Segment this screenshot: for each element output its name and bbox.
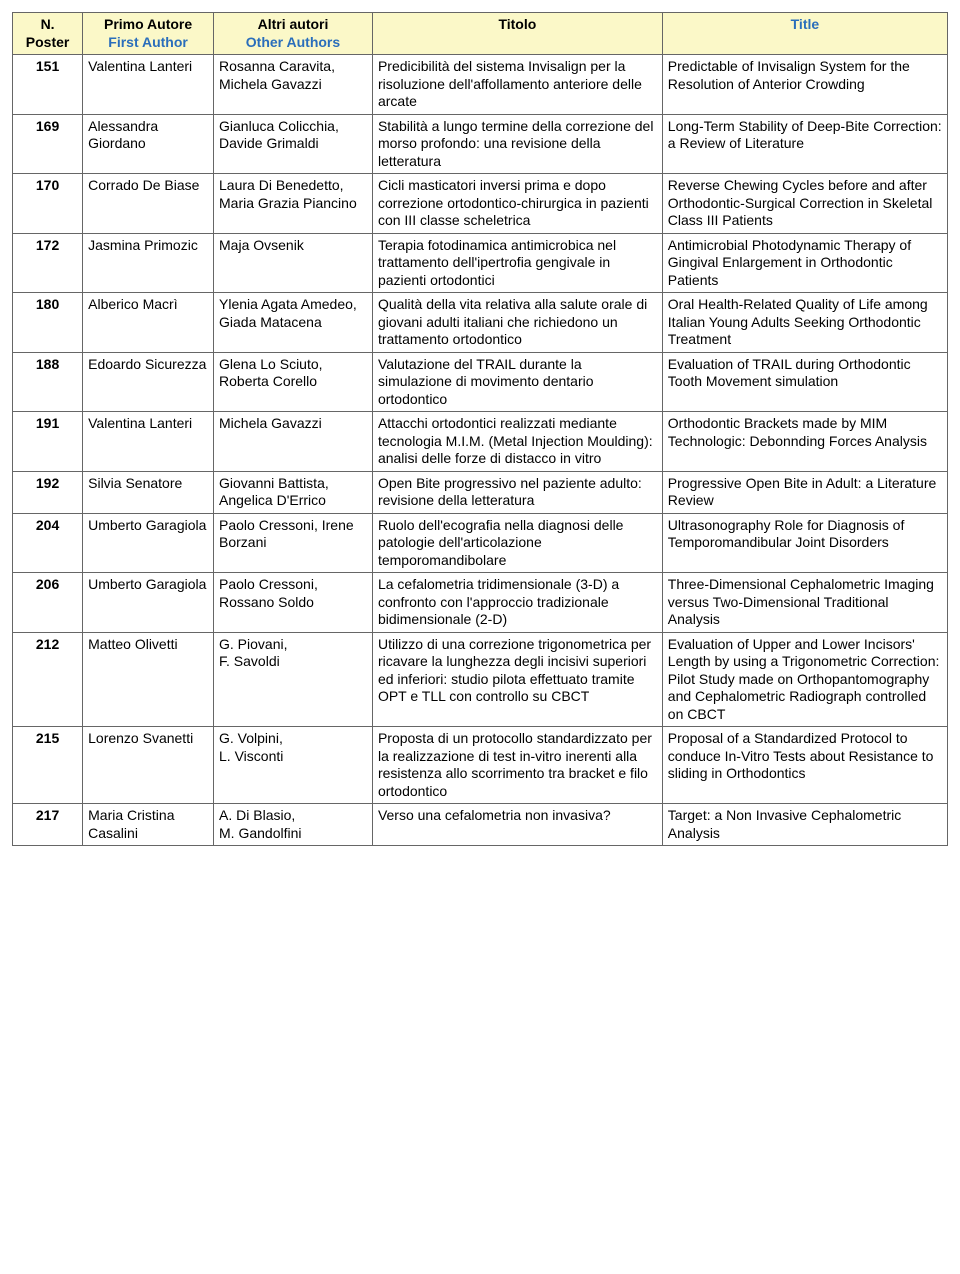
cell-first-author: Valentina Lanteri	[83, 412, 214, 472]
cell-title-en: Progressive Open Bite in Adult: a Litera…	[662, 471, 947, 513]
cell-other-authors: Michela Gavazzi	[214, 412, 373, 472]
table-row: 192Silvia SenatoreGiovanni Battista, Ang…	[13, 471, 948, 513]
table-row: 170Corrado De BiaseLaura Di Benedetto, M…	[13, 174, 948, 234]
cell-title-en: Three-Dimensional Cephalometric Imaging …	[662, 573, 947, 633]
posters-table: N. Poster Primo Autore First Author Altr…	[12, 12, 948, 846]
cell-poster-number: 192	[13, 471, 83, 513]
cell-poster-number: 169	[13, 114, 83, 174]
cell-first-author: Alessandra Giordano	[83, 114, 214, 174]
header-poster-it: N. Poster	[18, 16, 77, 51]
cell-title-it: Stabilità a lungo termine della correzio…	[372, 114, 662, 174]
cell-title-it: Cicli masticatori inversi prima e dopo c…	[372, 174, 662, 234]
cell-other-authors: Paolo Cressoni, Irene Borzani	[214, 513, 373, 573]
cell-other-authors: Paolo Cressoni, Rossano Soldo	[214, 573, 373, 633]
col-title-en: Title	[662, 13, 947, 55]
cell-title-it: Predicibilità del sistema Invisalign per…	[372, 55, 662, 115]
cell-title-it: Utilizzo di una correzione trigonometric…	[372, 632, 662, 727]
cell-first-author: Alberico Macrì	[83, 293, 214, 353]
table-row: 169Alessandra GiordanoGianluca Colicchia…	[13, 114, 948, 174]
cell-first-author: Umberto Garagiola	[83, 513, 214, 573]
table-row: 204Umberto GaragiolaPaolo Cressoni, Iren…	[13, 513, 948, 573]
cell-title-en: Long-Term Stability of Deep-Bite Correct…	[662, 114, 947, 174]
cell-other-authors: A. Di Blasio, M. Gandolfini	[214, 804, 373, 846]
cell-title-it: La cefalometria tridimensionale (3-D) a …	[372, 573, 662, 633]
header-first-author-it: Primo Autore	[88, 16, 208, 34]
header-other-authors-it: Altri autori	[219, 16, 367, 34]
cell-title-it: Attacchi ortodontici realizzati mediante…	[372, 412, 662, 472]
table-row: 206Umberto GaragiolaPaolo Cressoni, Ross…	[13, 573, 948, 633]
cell-other-authors: Giovanni Battista, Angelica D'Errico	[214, 471, 373, 513]
cell-first-author: Edoardo Sicurezza	[83, 352, 214, 412]
cell-title-en: Reverse Chewing Cycles before and after …	[662, 174, 947, 234]
cell-title-en: Target: a Non Invasive Cephalometric Ana…	[662, 804, 947, 846]
table-row: 172Jasmina PrimozicMaja OvsenikTerapia f…	[13, 233, 948, 293]
cell-other-authors: Laura Di Benedetto, Maria Grazia Piancin…	[214, 174, 373, 234]
table-row: 215Lorenzo SvanettiG. Volpini, L. Viscon…	[13, 727, 948, 804]
cell-first-author: Umberto Garagiola	[83, 573, 214, 633]
col-other-authors: Altri autori Other Authors	[214, 13, 373, 55]
table-row: 217Maria Cristina CasaliniA. Di Blasio, …	[13, 804, 948, 846]
cell-title-it: Valutazione del TRAIL durante la simulaz…	[372, 352, 662, 412]
cell-title-en: Evaluation of TRAIL during Orthodontic T…	[662, 352, 947, 412]
header-title-it: Titolo	[378, 16, 657, 34]
cell-poster-number: 206	[13, 573, 83, 633]
cell-poster-number: 151	[13, 55, 83, 115]
cell-other-authors: Glena Lo Sciuto, Roberta Corello	[214, 352, 373, 412]
cell-title-en: Ultrasonography Role for Diagnosis of Te…	[662, 513, 947, 573]
cell-poster-number: 217	[13, 804, 83, 846]
cell-poster-number: 180	[13, 293, 83, 353]
cell-title-en: Antimicrobial Photodynamic Therapy of Gi…	[662, 233, 947, 293]
cell-poster-number: 172	[13, 233, 83, 293]
table-row: 191Valentina LanteriMichela GavazziAttac…	[13, 412, 948, 472]
table-row: 212Matteo OlivettiG. Piovani, F. Savoldi…	[13, 632, 948, 727]
cell-other-authors: Maja Ovsenik	[214, 233, 373, 293]
header-other-authors-en: Other Authors	[219, 34, 367, 52]
cell-title-it: Terapia fotodinamica antimicrobica nel t…	[372, 233, 662, 293]
cell-title-it: Proposta di un protocollo standardizzato…	[372, 727, 662, 804]
table-row: 188Edoardo SicurezzaGlena Lo Sciuto, Rob…	[13, 352, 948, 412]
cell-other-authors: Gianluca Colicchia, Davide Grimaldi	[214, 114, 373, 174]
cell-first-author: Maria Cristina Casalini	[83, 804, 214, 846]
cell-poster-number: 188	[13, 352, 83, 412]
cell-other-authors: Rosanna Caravita, Michela Gavazzi	[214, 55, 373, 115]
cell-poster-number: 215	[13, 727, 83, 804]
cell-title-it: Qualità della vita relativa alla salute …	[372, 293, 662, 353]
cell-title-it: Open Bite progressivo nel paziente adult…	[372, 471, 662, 513]
table-header-row: N. Poster Primo Autore First Author Altr…	[13, 13, 948, 55]
col-title-it: Titolo	[372, 13, 662, 55]
cell-first-author: Corrado De Biase	[83, 174, 214, 234]
cell-other-authors: G. Piovani, F. Savoldi	[214, 632, 373, 727]
col-poster-number: N. Poster	[13, 13, 83, 55]
cell-title-en: Orthodontic Brackets made by MIM Technol…	[662, 412, 947, 472]
cell-title-it: Verso una cefalometria non invasiva?	[372, 804, 662, 846]
table-row: 151Valentina LanteriRosanna Caravita, Mi…	[13, 55, 948, 115]
cell-title-en: Predictable of Invisalign System for the…	[662, 55, 947, 115]
header-title-en: Title	[668, 16, 942, 34]
table-row: 180Alberico MacrìYlenia Agata Amedeo, Gi…	[13, 293, 948, 353]
cell-first-author: Matteo Olivetti	[83, 632, 214, 727]
cell-poster-number: 204	[13, 513, 83, 573]
cell-first-author: Silvia Senatore	[83, 471, 214, 513]
cell-poster-number: 170	[13, 174, 83, 234]
cell-other-authors: G. Volpini, L. Visconti	[214, 727, 373, 804]
header-first-author-en: First Author	[88, 34, 208, 52]
cell-poster-number: 191	[13, 412, 83, 472]
cell-first-author: Jasmina Primozic	[83, 233, 214, 293]
cell-other-authors: Ylenia Agata Amedeo, Giada Matacena	[214, 293, 373, 353]
cell-title-en: Evaluation of Upper and Lower Incisors' …	[662, 632, 947, 727]
cell-poster-number: 212	[13, 632, 83, 727]
cell-title-en: Oral Health-Related Quality of Life amon…	[662, 293, 947, 353]
cell-first-author: Valentina Lanteri	[83, 55, 214, 115]
cell-first-author: Lorenzo Svanetti	[83, 727, 214, 804]
cell-title-en: Proposal of a Standardized Protocol to c…	[662, 727, 947, 804]
table-body: 151Valentina LanteriRosanna Caravita, Mi…	[13, 55, 948, 846]
col-first-author: Primo Autore First Author	[83, 13, 214, 55]
cell-title-it: Ruolo dell'ecografia nella diagnosi dell…	[372, 513, 662, 573]
